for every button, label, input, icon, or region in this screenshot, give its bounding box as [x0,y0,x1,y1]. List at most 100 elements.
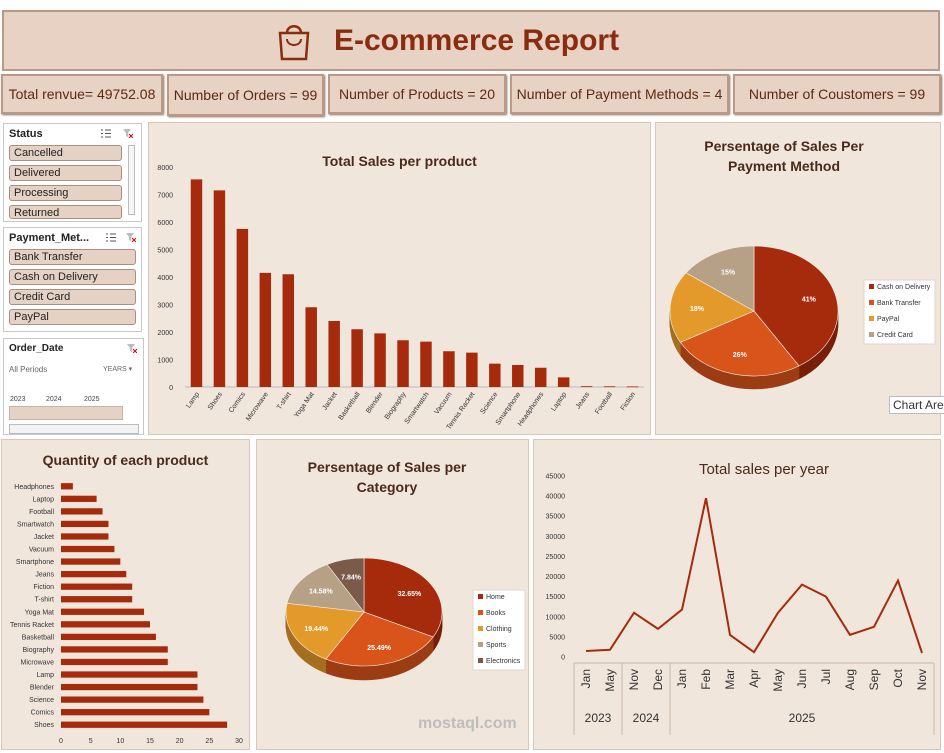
pie-slice-side [786,369,790,385]
bar [305,307,317,387]
pie-slice-side [399,658,402,675]
slicer-item-processing[interactable]: Processing [9,185,122,201]
bar [580,386,593,387]
chart-title: Total sales per year [698,461,830,478]
clear-filter-icon[interactable] [123,129,133,138]
bar [61,596,133,603]
slicer-scrollbar[interactable] [128,145,135,215]
pie-data-label: 7.84% [341,574,362,581]
pie-slice [286,564,365,613]
pie-data-label: 32.65% [397,591,422,598]
pie-slice-side [724,371,727,386]
slicer-item-bank-transfer[interactable]: Bank Transfer [9,249,136,265]
y-tick-label: 35000 [546,514,566,521]
chart-title: Quantity of each product [42,452,209,468]
y-tick-label: Basketball [22,634,55,641]
bar [61,658,168,666]
pie-data-label: 25.49% [367,645,392,652]
pie-slice-side [788,368,792,384]
slicer-item-returned[interactable]: Returned [9,205,122,219]
bar [61,583,133,590]
pie-slice-side [790,368,794,383]
timeline-scrollbar[interactable] [9,424,139,434]
timeline-level-select[interactable]: YEARS ▾ [103,366,133,373]
pie-slice-side [325,658,328,675]
timeline-title: Order_Date [9,343,64,354]
pie-slice [363,557,443,638]
quantity-per-product-chart: Headphones Laptop Football Smartwatch Jacket… [10,483,243,745]
pie-slice-side [379,664,383,680]
y-tick-label: 0 [561,655,565,662]
clear-filter-icon[interactable] [127,344,137,353]
pie-slice-side [784,370,788,385]
chart-title: Total Sales per product [322,153,477,169]
legend-swatch [869,300,874,305]
pie-slice-side [769,374,772,389]
slicer-item-delivered[interactable]: Delivered [9,165,122,181]
pie-slice-side [764,374,768,389]
y-tick-label: 4000 [157,275,173,282]
slicer-title: Payment_Met... [9,232,90,244]
bar [61,646,168,653]
pie-data-label: 15% [721,270,736,277]
order-date-timeline[interactable]: Order_Date All Periods YEARS ▾ 2023 2024… [3,338,144,435]
pie-slice [753,245,839,367]
x-tick-label: Vacuum [433,391,453,416]
legend-swatch [869,284,874,289]
clear-filter-icon[interactable] [126,233,136,242]
y-tick-label: Jeans [35,572,54,579]
pie-slice [685,245,755,312]
timeline-bar[interactable] [9,406,123,420]
multi-select-icon[interactable] [106,233,116,242]
pie-slice-side [340,663,344,679]
bar [61,621,150,628]
watermark-text: mostaql.com [418,715,517,732]
timeline-year-2025: 2025 [84,396,100,403]
pie-slice [679,310,800,377]
x-tick-label: Yoga Mat [293,391,316,419]
sales-per-year-chart: 0 5000 10000 15000 20000 25000 30000 35000 40000… [546,474,935,735]
pie-slice-side [810,356,814,373]
legend-label: Credit Card [877,332,913,339]
multi-select-icon[interactable] [101,129,111,138]
pie-slice-side [375,664,379,680]
pie-slice-side [715,368,719,384]
pie-slice-side [713,367,717,383]
slicer-item-credit-card[interactable]: Credit Card [9,289,136,305]
x-tick-label: Laptop [550,391,568,413]
y-tick-label: 20000 [546,574,566,581]
pie-slice-side [807,358,811,375]
y-tick-label: Vacuum [29,547,54,554]
payment-method-slicer[interactable]: Payment_Met... Bank Transfer Cash on Del… [3,227,142,332]
quantity-per-product-panel: Quantity of each product Headphones Lapto… [1,439,250,750]
x-tick-label: 5 [89,738,93,745]
y-tick-label: Shoes [34,722,54,729]
year-label: 2025 [789,711,816,725]
legend-label: Electronics [486,658,521,665]
timeline-year-2023: 2023 [10,396,26,403]
kpi-label: Number of Payment Methods = 4 [516,86,723,102]
pie-slice-side [775,372,779,388]
bar [61,709,210,716]
y-tick-label: Jacket [34,534,54,541]
kpi-label: Number of Coustomers = 99 [748,86,926,102]
legend-swatch [478,594,483,599]
x-tick-label: 10 [116,738,124,745]
slicer-item-cash-on-delivery[interactable]: Cash on Delivery [9,269,136,285]
pie-slice-side [334,661,338,678]
slicer-item-paypal[interactable]: PayPal [9,309,136,325]
bar [61,633,156,641]
bar [374,333,386,387]
pie-slice-side [707,365,711,380]
pie-slice-side [338,662,342,678]
pie-slice-side [350,664,354,680]
bar [61,683,198,691]
x-tick-label: Oct [891,668,905,687]
pie-slice-side [801,362,806,378]
x-tick-label: T-shirt [276,391,293,411]
slicer-item-cancelled[interactable]: Cancelled [9,145,122,161]
status-slicer[interactable]: Status Cancelled Delivered Processing Re… [3,123,142,222]
pie-slice-side [755,375,759,390]
kpi-label: Number of Orders = 99 [173,87,318,103]
sales-per-product-panel: Total Sales per product 0 1000 2000 3000 400… [148,122,651,435]
